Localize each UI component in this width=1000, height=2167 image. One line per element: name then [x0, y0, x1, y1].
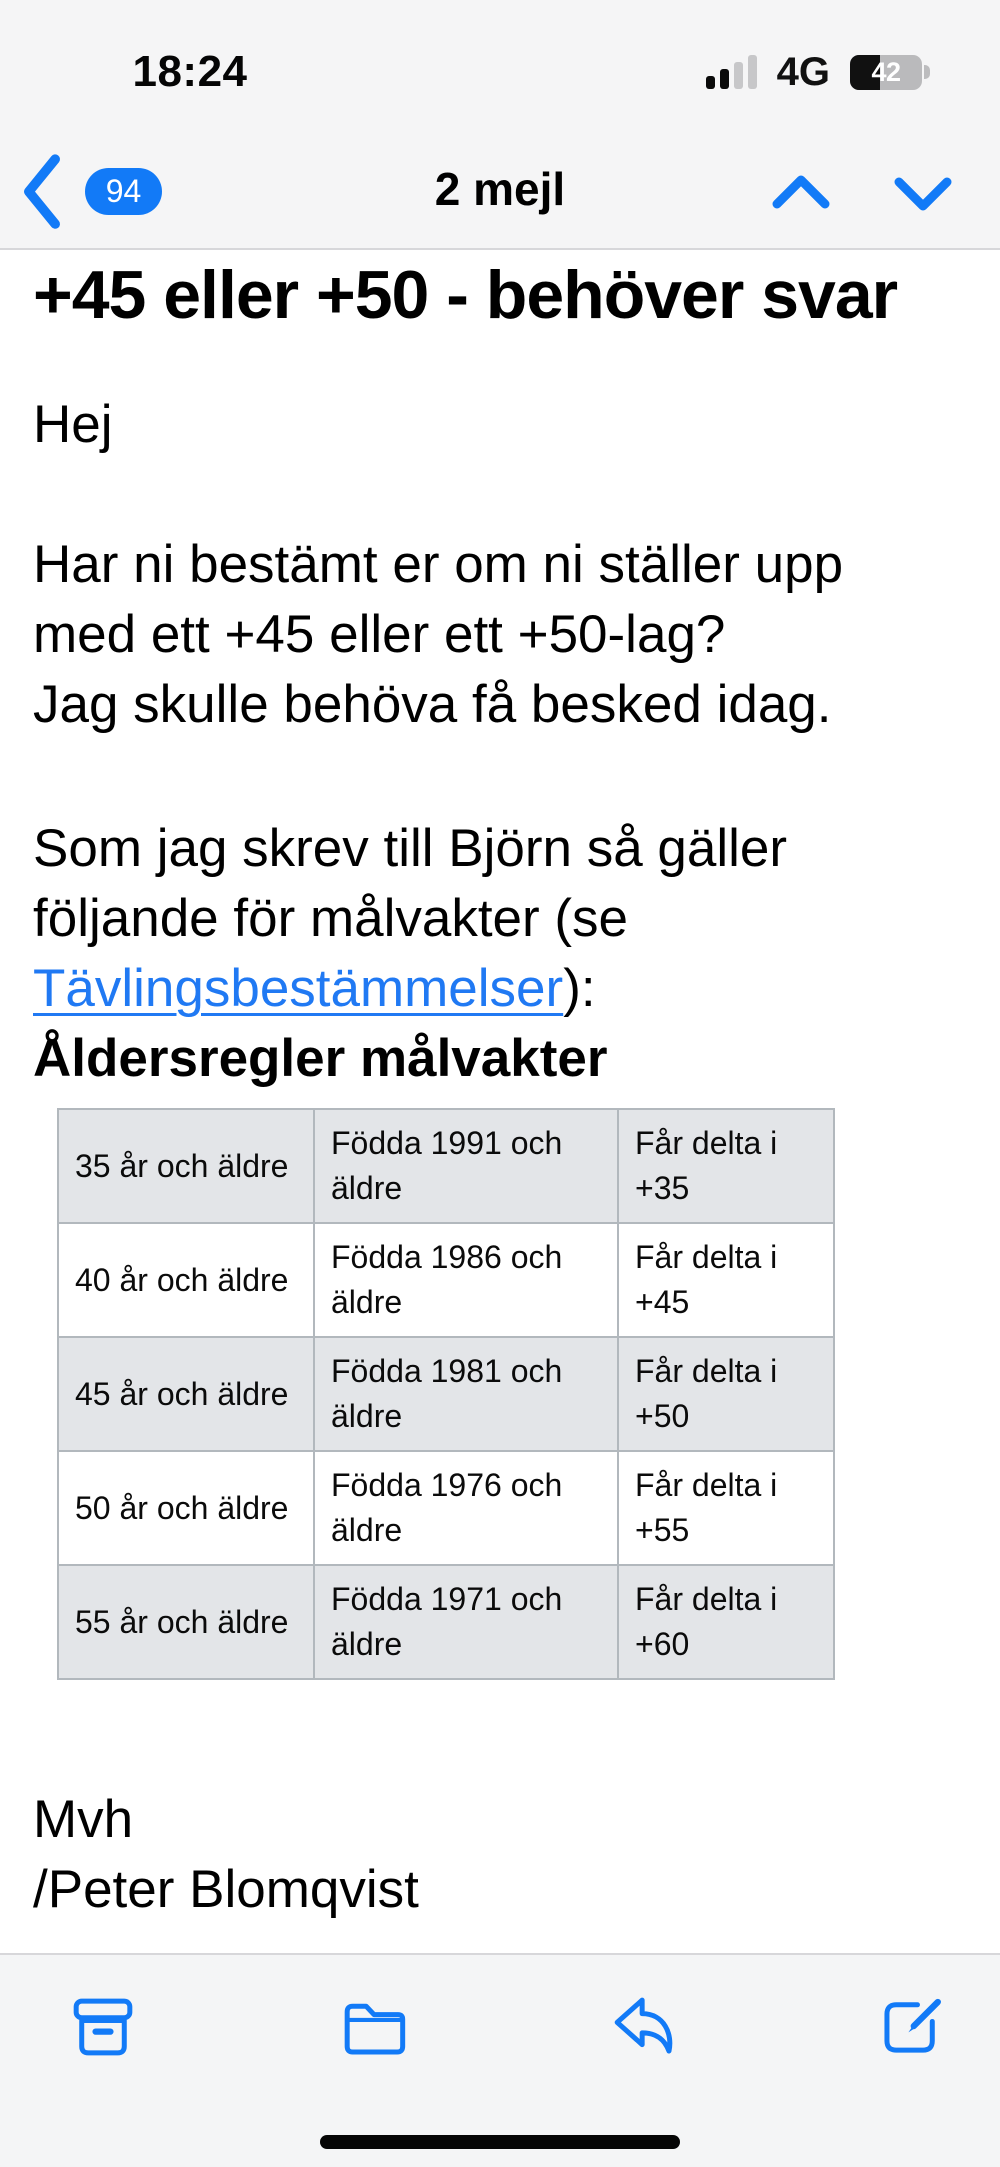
- compose-icon: [884, 1998, 941, 2053]
- archive-box-icon: [73, 1998, 133, 2056]
- eligibility-cell: Får delta i +50: [617, 1336, 835, 1452]
- body-line: följande för målvakter (se: [33, 889, 629, 948]
- age-rules-table: 35 år och äldre Födda 1991 och äldre Får…: [57, 1108, 835, 1680]
- move-to-folder-button[interactable]: [332, 1985, 416, 2069]
- birthyear-cell: Födda 1971 och äldre: [313, 1564, 619, 1680]
- greeting-line: Hej: [33, 395, 113, 454]
- battery-percent-label: 42: [871, 56, 901, 87]
- body-line: Har ni bestämt er om ni ställer upp: [33, 535, 844, 594]
- status-icons: 4G 42: [705, 40, 930, 104]
- birthyear-cell: Födda 1981 och äldre: [313, 1336, 619, 1452]
- folder-icon: [344, 2003, 406, 2055]
- competition-rules-link[interactable]: Tävlingsbestämmelser: [33, 959, 564, 1018]
- table-row: 50 år och äldre Födda 1976 och äldre Får…: [57, 1450, 835, 1566]
- home-indicator[interactable]: [320, 2135, 680, 2149]
- age-cell: 40 år och äldre: [57, 1222, 315, 1338]
- age-cell: 45 år och äldre: [57, 1336, 315, 1452]
- back-button[interactable]: [18, 152, 66, 229]
- battery-cap: [924, 65, 930, 79]
- archive-button[interactable]: [61, 1985, 145, 2069]
- table-row: 40 år och äldre Födda 1986 och äldre Får…: [57, 1222, 835, 1338]
- signature-line: /Peter Blomqvist: [33, 1860, 419, 1919]
- age-cell: 50 år och äldre: [57, 1450, 315, 1566]
- unread-count-badge[interactable]: 94: [85, 168, 162, 215]
- table-row: 35 år och äldre Födda 1991 och äldre Får…: [57, 1108, 835, 1224]
- eligibility-cell: Får delta i +60: [617, 1564, 835, 1680]
- battery-icon: 42: [850, 54, 930, 90]
- network-type-label: 4G: [776, 49, 830, 94]
- compose-button[interactable]: [869, 1985, 953, 2069]
- link-line: Tävlingsbestämmelser):: [33, 954, 965, 1024]
- email-body: +45 eller +50 - behöver svar Hej Har ni …: [0, 252, 1000, 1925]
- top-chrome: 18:24 4G 42 94 2 mejl: [0, 0, 1000, 250]
- table-row: 55 år och äldre Födda 1971 och äldre Får…: [57, 1564, 835, 1680]
- birthyear-cell: Födda 1976 och äldre: [313, 1450, 619, 1566]
- body-line: Som jag skrev till Björn så gäller: [33, 819, 788, 878]
- body-line: Jag skulle behöva få besked idag.: [33, 675, 832, 734]
- status-time-label: 18:24: [132, 47, 248, 96]
- bottom-toolbar: [0, 1953, 1000, 2167]
- reply-button[interactable]: [602, 1985, 686, 2069]
- age-rules-heading: Åldersregler målvakter: [33, 1029, 608, 1088]
- birthyear-cell: Födda 1991 och äldre: [313, 1108, 619, 1224]
- email-subject: +45 eller +50 - behöver svar: [33, 257, 898, 333]
- spacer: [33, 740, 965, 814]
- table-row: 45 år och äldre Födda 1981 och äldre Får…: [57, 1336, 835, 1452]
- age-cell: 35 år och äldre: [57, 1108, 315, 1224]
- reply-arrow-icon: [614, 1997, 673, 2054]
- spacer: [33, 338, 965, 390]
- birthyear-cell: Födda 1986 och äldre: [313, 1222, 619, 1338]
- eligibility-cell: Får delta i +45: [617, 1222, 835, 1338]
- body-line: med ett +45 eller ett +50-lag?: [33, 605, 726, 664]
- age-cell: 55 år och äldre: [57, 1564, 315, 1680]
- previous-email-button[interactable]: [770, 170, 832, 216]
- battery-fill: [850, 54, 881, 90]
- chevron-down-icon: [894, 177, 952, 211]
- signature-line: Mvh: [33, 1790, 134, 1849]
- eligibility-cell: Får delta i +55: [617, 1450, 835, 1566]
- eligibility-cell: Får delta i +35: [617, 1108, 835, 1224]
- spacer: [33, 460, 965, 530]
- chevron-up-icon: [772, 175, 830, 209]
- next-email-button[interactable]: [892, 170, 954, 216]
- signature-block: Mvh /Peter Blomqvist: [33, 1785, 965, 1925]
- link-suffix: ):: [563, 959, 596, 1018]
- chevron-left-icon: [23, 154, 60, 229]
- signal-strength-icon: [705, 55, 757, 89]
